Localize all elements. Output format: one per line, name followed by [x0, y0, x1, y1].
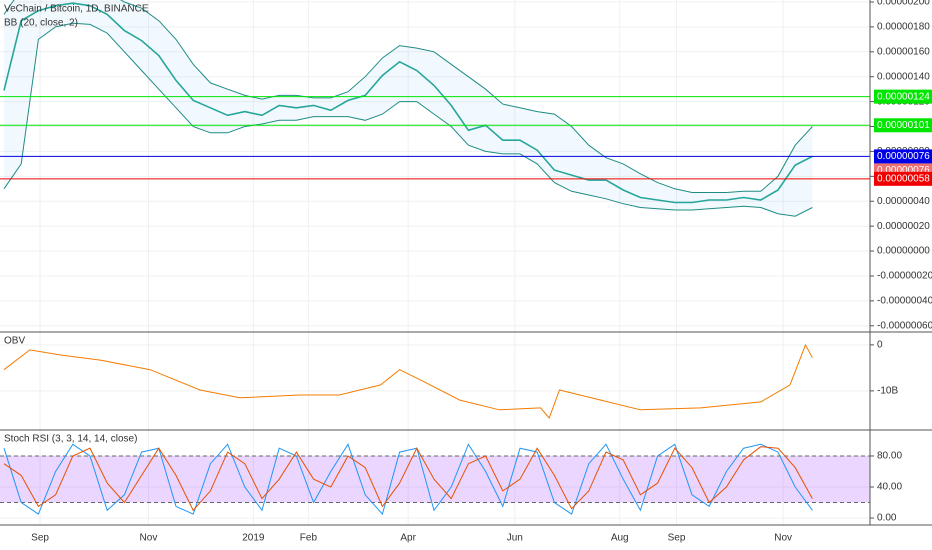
- level-tag: [874, 149, 932, 164]
- series-line: [3, 343, 813, 419]
- level-label: 0.00000124: [877, 91, 930, 102]
- y-tick-label: -0.00000040: [877, 296, 932, 307]
- series-line: [3, 0, 813, 193]
- x-tick-label: Aug: [611, 533, 629, 544]
- y-tick-label: 0.00000140: [877, 71, 930, 82]
- x-tick-label: 2019: [242, 533, 265, 544]
- band-fill: [0, 455, 870, 503]
- y-tick-label: 40.00: [877, 482, 902, 493]
- pane-title: OBV: [4, 336, 25, 347]
- level-label: 0.00000076: [877, 151, 930, 162]
- x-tick-label: Sep: [668, 533, 686, 544]
- y-tick-label: 0.00000040: [877, 196, 930, 207]
- bb-fill: [3, 0, 813, 217]
- series-line: [3, 446, 813, 512]
- level-tag: [874, 171, 932, 186]
- series-line: [3, 443, 813, 516]
- last-price-label: 0.00000076: [877, 165, 930, 176]
- x-tick-label: Apr: [400, 533, 416, 544]
- y-tick-label: -10B: [877, 386, 898, 397]
- x-tick-label: Jun: [507, 533, 523, 544]
- pane-title: Stoch RSI (3, 3, 14, 14, close): [4, 434, 137, 445]
- x-tick-label: Sep: [31, 533, 49, 544]
- series-line: [3, 2, 813, 204]
- y-tick-label: 0.00000180: [877, 22, 930, 33]
- y-tick-label: 0.00000020: [877, 221, 930, 232]
- pane-title: VeChain / Bitcoin, 1D, BINANCE: [4, 4, 149, 15]
- y-tick-label: 0.00000200: [877, 0, 930, 8]
- level-label: 0.00000101: [877, 120, 930, 131]
- series-line: [3, 22, 813, 217]
- x-tick-label: Nov: [774, 533, 792, 544]
- level-tag: [874, 89, 932, 104]
- level-label: 0.00000058: [877, 173, 930, 184]
- x-tick-label: Feb: [300, 533, 318, 544]
- level-tag: [874, 118, 932, 133]
- y-tick-label: 0: [877, 340, 883, 351]
- pane-subtitle: BB (20, close, 2): [4, 18, 78, 29]
- x-tick-label: Nov: [140, 533, 158, 544]
- y-tick-label: -0.00000060: [877, 320, 932, 331]
- y-tick-label: 0.00: [877, 513, 897, 524]
- y-tick-label: -0.00000020: [877, 271, 932, 282]
- y-tick-label: 0.00000000: [877, 246, 930, 257]
- y-tick-label: 80.00: [877, 451, 902, 462]
- y-tick-label: 0.00000160: [877, 46, 930, 57]
